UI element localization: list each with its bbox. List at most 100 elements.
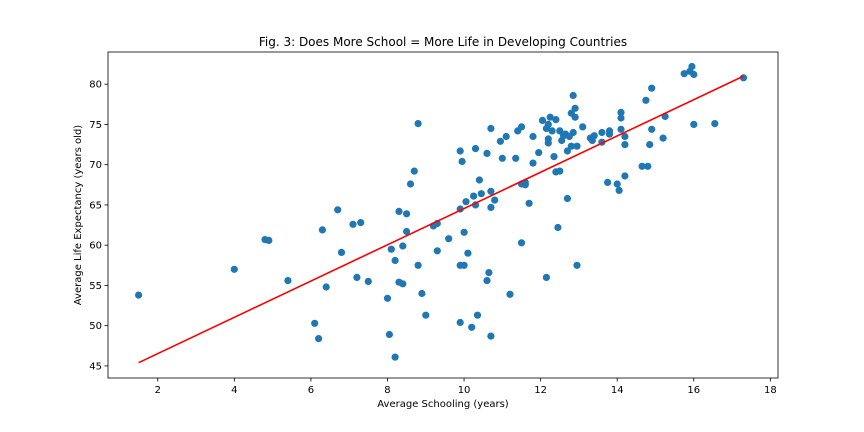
y-tick-label: 70	[89, 160, 102, 171]
data-point	[487, 332, 495, 340]
y-tick-label: 45	[89, 361, 102, 372]
data-point	[550, 153, 558, 161]
data-point	[644, 162, 652, 170]
plot-area-frame	[107, 51, 779, 379]
data-point	[485, 269, 493, 277]
data-point	[483, 149, 491, 157]
data-point	[544, 120, 552, 128]
data-point	[403, 210, 411, 218]
data-point	[383, 294, 392, 302]
x-axis-label: Average Schooling (years)	[377, 399, 509, 410]
data-point	[462, 198, 470, 206]
points-layer	[135, 62, 748, 361]
data-point	[621, 132, 629, 141]
trend-line	[138, 75, 744, 364]
data-point	[688, 62, 696, 71]
data-point	[556, 167, 564, 175]
y-tick-label: 60	[89, 241, 102, 252]
y-tick-label: 55	[89, 281, 102, 292]
data-point	[433, 247, 441, 255]
data-point	[739, 74, 748, 82]
data-point	[391, 353, 399, 361]
y-tick-label: 50	[89, 321, 102, 332]
data-point	[544, 135, 552, 143]
data-point	[571, 104, 579, 112]
data-point	[414, 261, 422, 269]
x-tick-label: 12	[534, 385, 547, 396]
data-point	[385, 330, 393, 339]
data-point	[414, 120, 422, 128]
data-point	[517, 123, 526, 131]
data-point	[403, 227, 411, 236]
data-point	[535, 149, 543, 157]
data-point	[569, 128, 577, 137]
data-point	[659, 134, 667, 142]
x-tick-label: 18	[764, 385, 777, 396]
y-axis-ticks: 45 50 55 60 65 70 75 80	[89, 80, 108, 372]
data-point	[604, 178, 612, 186]
data-point	[605, 127, 614, 135]
data-point	[353, 273, 361, 281]
data-point	[315, 335, 323, 343]
data-point	[487, 187, 495, 195]
data-point	[546, 113, 554, 121]
data-point	[418, 289, 426, 298]
y-axis-label: Average Life Expectancy (years old)	[73, 125, 84, 306]
data-point	[460, 261, 468, 269]
fit-line-layer	[138, 75, 744, 364]
data-point	[496, 137, 504, 145]
data-point	[456, 318, 464, 327]
data-point	[571, 113, 579, 121]
data-point	[563, 194, 572, 203]
data-point	[617, 114, 625, 122]
data-point	[334, 206, 342, 214]
data-point	[470, 192, 478, 200]
data-point	[556, 127, 564, 135]
data-point	[135, 291, 143, 299]
data-point	[621, 172, 629, 180]
data-point	[615, 186, 623, 194]
data-point	[548, 127, 556, 135]
x-tick-label: 14	[611, 385, 624, 396]
data-point	[487, 124, 495, 133]
data-point	[460, 228, 468, 236]
data-point	[569, 91, 577, 100]
data-point	[491, 196, 499, 204]
data-point	[502, 132, 510, 141]
data-point	[538, 116, 547, 124]
y-tick-label: 65	[89, 200, 102, 211]
x-tick-label: 10	[458, 385, 471, 396]
data-point	[529, 159, 537, 167]
data-point	[567, 142, 575, 150]
data-point	[690, 120, 698, 128]
x-tick-label: 6	[308, 385, 314, 396]
data-point	[613, 180, 621, 188]
data-point	[395, 207, 403, 215]
data-point	[458, 157, 466, 166]
data-point	[648, 84, 656, 92]
data-point	[573, 142, 581, 150]
data-point	[598, 128, 606, 137]
data-point	[690, 70, 698, 79]
data-point	[487, 203, 495, 211]
data-point	[387, 245, 395, 253]
data-point	[399, 242, 407, 250]
data-point	[512, 154, 520, 162]
data-point	[322, 283, 330, 291]
data-point	[498, 154, 506, 162]
data-point	[445, 235, 453, 243]
x-axis-ticks: 2 4 6 8 10 12 14 16 18	[155, 378, 777, 396]
data-point	[422, 311, 430, 319]
data-point	[552, 116, 560, 124]
data-point	[337, 248, 346, 256]
data-point	[648, 125, 656, 133]
data-point	[554, 223, 562, 232]
y-tick-label: 75	[89, 120, 102, 131]
y-tick-label: 80	[89, 80, 102, 91]
data-point	[468, 323, 476, 331]
data-point	[483, 277, 491, 285]
data-point	[638, 162, 646, 170]
data-point	[265, 236, 273, 244]
